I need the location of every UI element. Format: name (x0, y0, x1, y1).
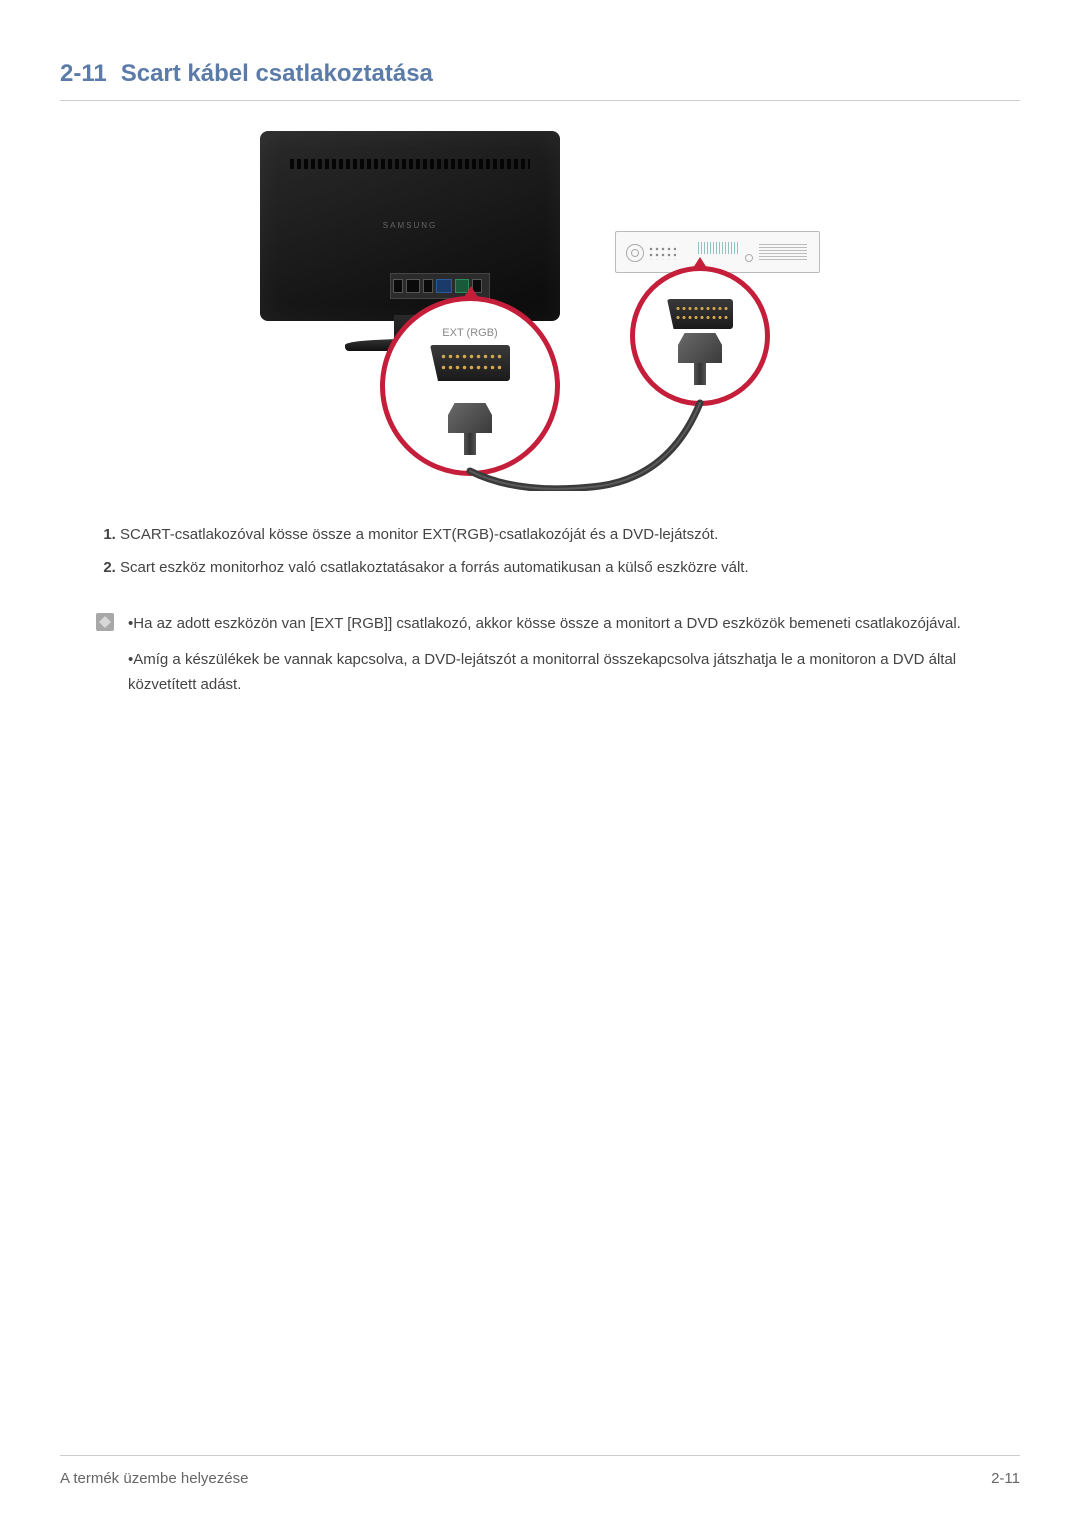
connection-diagram: SAMSUNG (260, 131, 820, 491)
heading-number: 2-11 (60, 60, 107, 87)
monitor-vents (290, 159, 530, 169)
note-icon (96, 613, 114, 631)
dvd-front-panel (624, 240, 684, 266)
note-item: •Ha az adott eszközön van [EXT [RGB]] cs… (128, 611, 1020, 637)
scart-pins-icon (675, 304, 728, 324)
ext-rgb-label: EXT (RGB) (385, 301, 555, 339)
step-item: Scart eszköz monitorhoz való csatlakozta… (120, 554, 1020, 581)
disc-icon (626, 244, 644, 262)
heading-title: Scart kábel csatlakoztatása (121, 60, 433, 87)
port-icon (423, 279, 433, 293)
note-item: •Amíg a készülékek be vannak kapcsolva, … (128, 647, 1020, 698)
scart-pins-icon (440, 351, 504, 375)
port-icon (393, 279, 403, 293)
note-list: •Ha az adott eszközön van [EXT [RGB]] cs… (128, 611, 1020, 708)
step-item: SCART-csatlakozóval kösse össze a monito… (120, 521, 1020, 548)
scart-plug-body (678, 333, 722, 363)
scart-socket-icon (667, 299, 733, 329)
dvd-player-illustration (615, 231, 820, 273)
dvd-knob-icon (745, 254, 753, 262)
port-icon (406, 279, 420, 293)
dvd-controls-icon (648, 246, 676, 260)
scart-plug-cable (464, 433, 476, 455)
section-heading: 2-11 Scart kábel csatlakoztatása (60, 60, 1020, 101)
scart-plug-icon (448, 403, 492, 451)
scart-plug-cable (694, 363, 706, 385)
diagram-container: SAMSUNG (60, 131, 1020, 491)
footer-page-number: 2-11 (991, 1470, 1020, 1487)
note-block: •Ha az adott eszközön van [EXT [RGB]] cs… (96, 611, 1020, 708)
footer-section-name: A termék üzembe helyezése (60, 1470, 248, 1487)
page-footer: A termék üzembe helyezése 2-11 (60, 1455, 1020, 1487)
scart-plug-body (448, 403, 492, 433)
callout-dvd-port (630, 266, 770, 406)
instruction-steps: SCART-csatlakozóval kösse össze a monito… (80, 521, 1020, 587)
monitor-back-panel: SAMSUNG (260, 131, 560, 321)
scart-socket-icon (430, 345, 510, 381)
dvd-display-icon (698, 242, 738, 254)
monitor-brand-label: SAMSUNG (383, 221, 437, 230)
scart-plug-icon (678, 333, 722, 381)
callout-monitor-port: EXT (RGB) (380, 296, 560, 476)
port-ext-rgb-icon (436, 279, 452, 293)
dvd-vents-icon (759, 242, 807, 260)
